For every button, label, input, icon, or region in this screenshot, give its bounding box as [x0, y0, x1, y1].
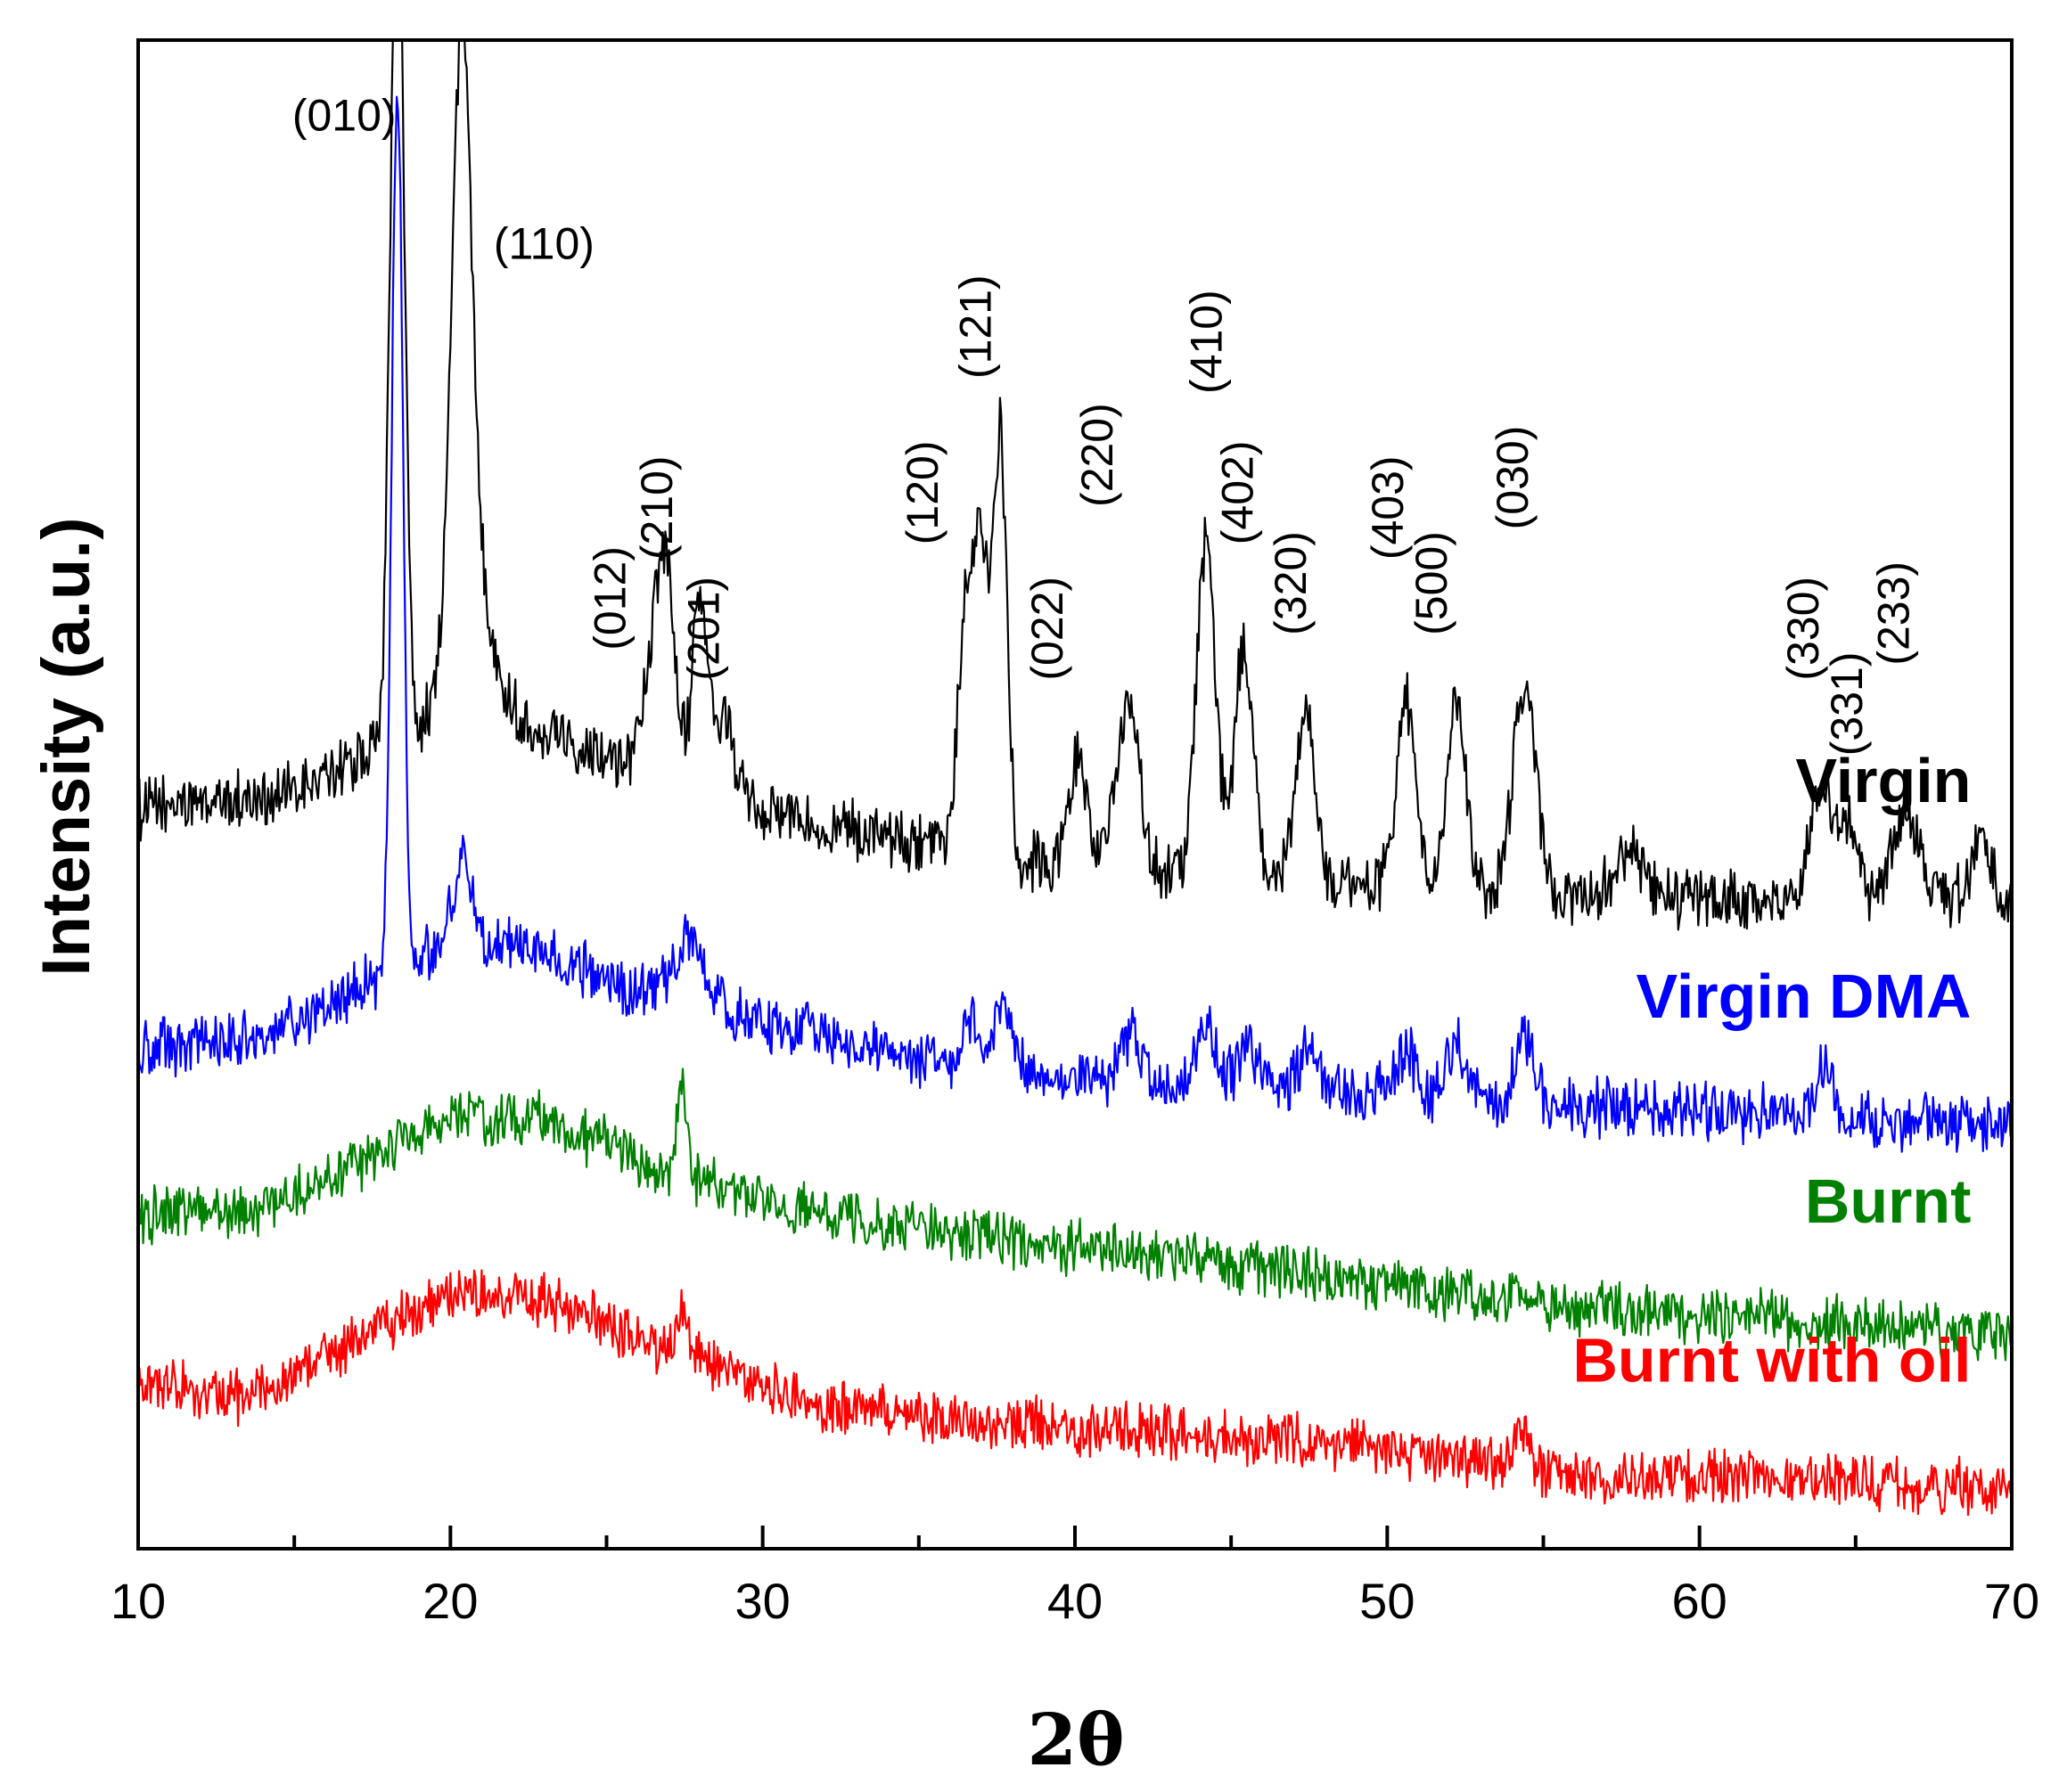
peak-label: (403)	[1363, 455, 1413, 560]
peak-label: (402)	[1213, 441, 1263, 545]
peak-label: (010)	[292, 91, 397, 141]
series-line-virgin-dma	[138, 95, 2012, 1153]
x-tick-label: 40	[1047, 1573, 1103, 1629]
peak-label: (220)	[1072, 403, 1122, 507]
peak-label: (210)	[632, 455, 682, 560]
series-line-burnt-with-oil	[138, 1269, 2012, 1517]
ticks-layer: 10 20 30 40 50 60 70	[111, 1526, 2039, 1629]
peak-label: (320)	[1266, 531, 1316, 635]
x-tick-label: 10	[111, 1573, 166, 1629]
x-tick-label: 70	[1984, 1573, 2039, 1629]
peak-label: (330)	[1778, 577, 1828, 681]
series-layer	[138, 40, 2012, 1517]
x-axis-label: 2θ	[1027, 1698, 1124, 1781]
peak-label: (233)	[1868, 561, 1918, 666]
x-tick-label: 50	[1359, 1573, 1415, 1629]
series-line-burnt	[138, 1068, 2012, 1362]
peak-label: (331)	[1822, 652, 1872, 757]
series-line-virgin	[138, 40, 2012, 931]
x-tick-label: 20	[422, 1573, 478, 1629]
peak-label: (030)	[1488, 426, 1538, 530]
peak-label: (012)	[586, 546, 636, 651]
peak-label: (500)	[1407, 531, 1456, 635]
peak-label: (022)	[1022, 577, 1072, 681]
series-label-burnt: Burnt	[1805, 1166, 1972, 1236]
peak-label: (121)	[950, 274, 1000, 379]
y-axis-label: Intensity (a.u.)	[29, 517, 104, 976]
peak-label: (201)	[679, 577, 729, 681]
series-labels-layer: Virgin Virgin DMA Burnt Burnt with oil	[1572, 746, 1971, 1395]
series-label-virgin-dma: Virgin DMA	[1637, 961, 1972, 1031]
peak-label: (110)	[494, 219, 595, 269]
x-tick-label: 60	[1672, 1573, 1727, 1629]
peak-label: (410)	[1182, 290, 1232, 394]
series-label-burnt-with-oil: Burnt with oil	[1572, 1326, 1971, 1395]
peak-label: (120)	[898, 441, 947, 545]
x-tick-label: 30	[735, 1573, 791, 1629]
annotations-layer: (010) (110) (012)(210) (201) (120) (121) (022)…	[292, 91, 1919, 757]
series-label-virgin: Virgin	[1795, 746, 1971, 815]
